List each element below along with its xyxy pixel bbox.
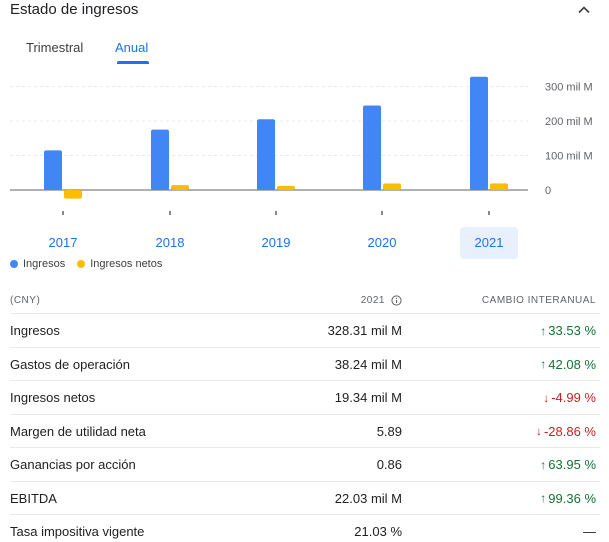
y-tick-label: 300 mil M — [545, 82, 593, 94]
bar-ingresos-netos-2019[interactable] — [277, 185, 295, 190]
change-value: 63.95 % — [548, 457, 596, 472]
change-value: -28.86 % — [543, 423, 596, 439]
financials-table: (CNY) 2021 CAMBIO INTERANUAL Ingresos 328… — [10, 288, 600, 542]
legend-item-ingresos: Ingresos — [10, 258, 65, 270]
row-value: 38.24 mil M — [334, 356, 402, 372]
chevron-up-icon[interactable] — [576, 2, 592, 18]
row-label: EBITDA — [10, 490, 57, 506]
row-label: Ganancias por acción — [10, 457, 136, 472]
change-arrow-icon: ↓ — [543, 390, 550, 405]
bar-ingresos-netos-2020[interactable] — [383, 183, 401, 190]
change-arrow-icon: ↓ — [535, 424, 542, 438]
year-header-label: 2021 — [360, 295, 385, 306]
row-change: ↑ 42.08 % — [540, 357, 596, 372]
change-value: 42.08 % — [548, 356, 596, 372]
bar-ingresos-2018[interactable] — [151, 129, 169, 190]
y-tick-label: 100 mil M — [545, 151, 593, 163]
table-row: Ganancias por acción 0.86 ↑ 63.95 % — [10, 448, 600, 482]
x-label-2019[interactable]: 2019 — [261, 235, 291, 250]
info-icon[interactable] — [391, 295, 402, 306]
change-arrow-icon: ↑ — [540, 491, 547, 505]
y-tick-label: 0 — [545, 185, 551, 197]
y-tick-label: 200 mil M — [545, 116, 593, 128]
tab-anual[interactable]: Anual — [115, 40, 149, 55]
tab-trimestral[interactable]: Trimestral — [26, 40, 84, 55]
row-change: ↓ -4.99 % — [543, 390, 596, 405]
bar-ingresos-netos-2017[interactable] — [64, 190, 82, 199]
row-label: Tasa impositiva vigente — [10, 524, 145, 539]
table-header: (CNY) 2021 CAMBIO INTERANUAL — [10, 288, 600, 314]
change-header: CAMBIO INTERANUAL — [481, 295, 596, 306]
change-arrow-icon: ↑ — [540, 457, 547, 472]
row-value: 5.89 — [376, 423, 402, 439]
chart-legend: Ingresos Ingresos netos — [10, 258, 174, 270]
section-title: Estado de ingresos — [10, 1, 139, 18]
revenue-chart: 0 100 mil M 200 mil M 300 mil M 2017 2018 201… — [0, 66, 609, 261]
legend-dot-ingresos — [10, 260, 18, 268]
row-change: ↑ 33.53 % — [540, 323, 596, 338]
x-label-2017[interactable]: 2017 — [48, 235, 78, 250]
bar-ingresos-2021[interactable] — [470, 76, 488, 190]
bar-ingresos-netos-2021[interactable] — [490, 183, 508, 190]
change-arrow-icon: ↑ — [540, 357, 547, 371]
legend-dot-ingresos-netos — [77, 260, 86, 268]
bar-ingresos-netos-2018[interactable] — [171, 185, 189, 190]
change-value: 33.53 % — [548, 323, 596, 338]
row-change: ↑ 63.95 % — [540, 457, 596, 472]
bar-ingresos-2019[interactable] — [257, 119, 275, 190]
row-change: ↑ 99.36 % — [540, 491, 596, 506]
table-row: Gastos de operación 38.24 mil M ↑ 42.08 % — [10, 348, 600, 381]
x-label-2018[interactable]: 2018 — [155, 235, 185, 250]
row-label: Margen de utilidad neta — [10, 423, 146, 439]
unit-header: (CNY) — [10, 295, 41, 306]
legend-label: Ingresos — [23, 258, 66, 270]
table-row: Tasa impositiva vigente 21.03 % — — [10, 515, 600, 542]
section-header: Estado de ingresos — [10, 0, 600, 22]
table-row: EBITDA 22.03 mil M ↑ 99.36 % — [10, 482, 600, 515]
row-value: 22.03 mil M — [334, 490, 402, 506]
table-row: Ingresos netos 19.34 mil M ↓ -4.99 % — [10, 381, 600, 415]
row-value: 0.86 — [376, 457, 402, 472]
row-label: Gastos de operación — [10, 356, 130, 372]
change-arrow-icon: ↑ — [540, 323, 547, 338]
table-row: Ingresos 328.31 mil M ↑ 33.53 % — [10, 314, 600, 348]
legend-label: Ingresos netos — [90, 258, 163, 270]
row-value: 328.31 mil M — [327, 323, 402, 338]
change-value: -4.99 % — [551, 390, 596, 405]
chart-canvas: 0 100 mil M 200 mil M 300 mil M — [10, 76, 593, 215]
bar-ingresos-2020[interactable] — [363, 105, 381, 190]
change-value: — — [583, 524, 596, 539]
row-value: 21.03 % — [354, 524, 402, 539]
legend-item-ingresos-netos: Ingresos netos — [77, 258, 162, 270]
x-label-2020[interactable]: 2020 — [367, 235, 397, 250]
table-row: Margen de utilidad neta 5.89 ↓ -28.86 % — [10, 415, 600, 448]
bar-ingresos-2017[interactable] — [44, 150, 62, 190]
active-tab-indicator — [117, 61, 149, 64]
change-value: 99.36 % — [548, 490, 596, 506]
row-label: Ingresos netos — [10, 390, 96, 405]
row-change: — — [581, 524, 596, 539]
row-change: ↓ -28.86 % — [536, 424, 596, 439]
year-header: 2021 — [361, 295, 402, 306]
x-label-2021[interactable]: 2021 — [460, 227, 518, 259]
row-value: 19.34 mil M — [334, 390, 402, 405]
row-label: Ingresos — [10, 323, 60, 338]
